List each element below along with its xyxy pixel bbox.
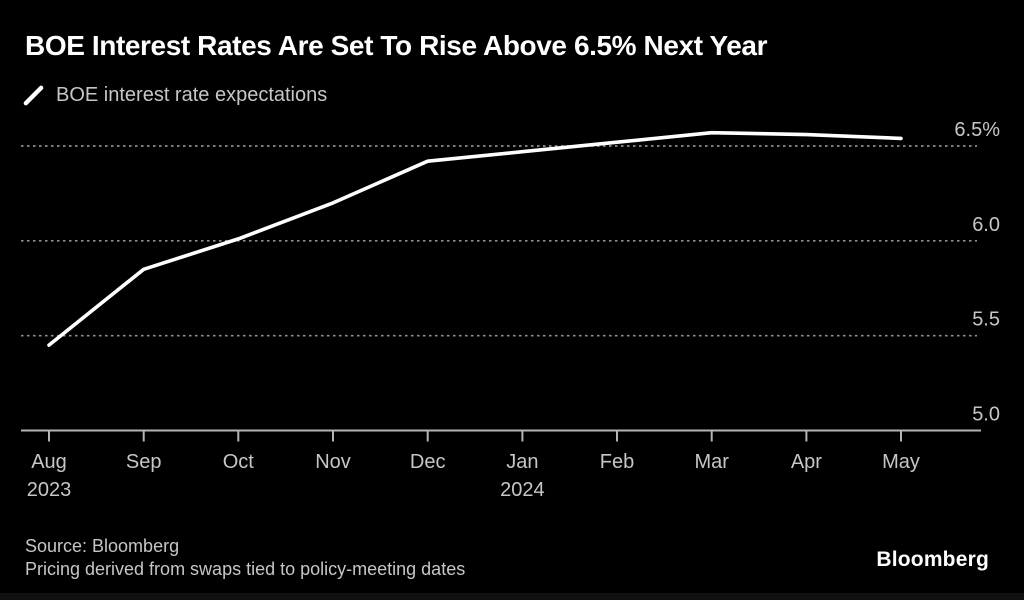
legend: BOE interest rate expectations	[22, 84, 327, 107]
bottom-strip	[0, 593, 1024, 600]
series-line	[47, 130, 903, 347]
x-tick-label-year: 2023	[27, 479, 72, 501]
x-tick-label-year: 2024	[500, 479, 545, 501]
footnote: Pricing derived from swaps tied to polic…	[25, 559, 466, 579]
x-tick-label: Dec	[410, 451, 446, 473]
x-tick-label: Feb	[600, 451, 634, 473]
x-axis	[21, 429, 981, 442]
source-block: Source: Bloomberg Pricing derived from s…	[25, 535, 465, 581]
x-tick-label: Mar	[694, 451, 729, 473]
chart-title: BOE Interest Rates Are Set To Rise Above…	[25, 30, 768, 61]
y-tick-label: 5.0	[972, 404, 1000, 426]
source-label: Source: Bloomberg	[25, 536, 180, 556]
x-tick-label: Nov	[315, 451, 351, 473]
y-tick-label: 5.5	[972, 309, 1000, 331]
x-axis-labels: Aug 2023 Sep Oct Nov Dec Jan 2024 Feb Mar Apr May	[27, 451, 920, 501]
x-tick-label: Apr	[791, 451, 822, 473]
legend-label: BOE interest rate expectations	[56, 84, 328, 106]
line-chart: 6.5% 6.0 5.5 5.0 Aug 2023 Sep Oct Nov Dec Jan 2024…	[21, 119, 1000, 501]
line-series-slash-icon	[23, 85, 44, 106]
x-tick-label: Aug	[31, 451, 67, 473]
y-axis-labels: 6.5% 6.0 5.5 5.0	[954, 119, 1000, 426]
x-tick-label: Jan	[506, 451, 538, 473]
y-tick-label: 6.5%	[954, 119, 1000, 141]
x-tick-label: Oct	[223, 451, 255, 473]
bloomberg-logo: Bloomberg	[876, 548, 989, 571]
x-tick-label: Sep	[126, 451, 162, 473]
gridlines	[21, 145, 977, 337]
y-tick-label: 6.0	[972, 214, 1000, 236]
x-tick-label: May	[882, 451, 920, 473]
